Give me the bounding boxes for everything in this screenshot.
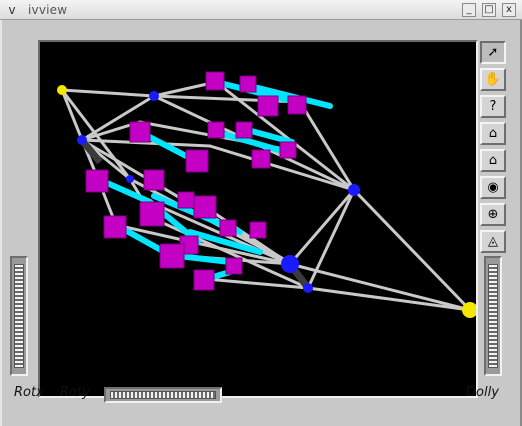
close-button[interactable]: x xyxy=(502,3,516,17)
view-hand-icon: ✋ xyxy=(484,72,502,87)
rotx-thumbwheel[interactable] xyxy=(10,256,28,376)
set-home-icon: ⌂ xyxy=(488,153,498,168)
magenta-cubes xyxy=(85,71,307,291)
help-icon: ? xyxy=(489,99,497,114)
dolly-thumbwheel[interactable] xyxy=(484,256,502,376)
projection-camera-icon: ◬ xyxy=(488,234,498,249)
title-bar[interactable]: v ivview _ □ x xyxy=(0,0,522,20)
select-arrow-icon: ➚ xyxy=(487,45,499,60)
projection-button[interactable]: ◬ xyxy=(480,230,506,253)
roty-label: Roty xyxy=(60,385,90,400)
view-all-eye-icon: ◉ xyxy=(487,180,499,195)
rotx-label: Rotx xyxy=(14,385,44,400)
window-title: ivview xyxy=(28,3,68,17)
help-button[interactable]: ? xyxy=(480,95,506,118)
seek-target-icon: ⊕ xyxy=(487,207,499,222)
roty-thumbwheel[interactable] xyxy=(104,387,222,403)
view-hand-button[interactable]: ✋ xyxy=(480,68,506,91)
scene-graph-render xyxy=(57,71,476,318)
viewer-frame: ➚ ✋ ? ⌂ ⌂ ◉ ⊕ ◬ Rotx Roty Dolly xyxy=(0,20,522,426)
dolly-thumbwheel-grip[interactable] xyxy=(488,264,498,368)
view-all-button[interactable]: ◉ xyxy=(480,176,506,199)
set-home-button[interactable]: ⌂ xyxy=(480,149,506,172)
viewer-toolbar: ➚ ✋ ? ⌂ ⌂ ◉ ⊕ ◬ xyxy=(480,41,508,257)
dolly-label: Dolly xyxy=(466,385,499,400)
home-button[interactable]: ⌂ xyxy=(480,122,506,145)
roty-thumbwheel-grip[interactable] xyxy=(110,391,216,399)
seek-button[interactable]: ⊕ xyxy=(480,203,506,226)
window-menu-icon[interactable]: v xyxy=(8,3,16,17)
blue-nodes xyxy=(77,91,360,293)
yellow-nodes xyxy=(57,85,476,318)
minimize-button[interactable]: _ xyxy=(462,3,476,17)
maximize-button[interactable]: □ xyxy=(482,3,496,17)
home-icon: ⌂ xyxy=(488,126,498,141)
select-arrow-button[interactable]: ➚ xyxy=(480,41,506,64)
rotx-thumbwheel-grip[interactable] xyxy=(14,264,24,368)
3d-viewport[interactable] xyxy=(38,40,478,398)
